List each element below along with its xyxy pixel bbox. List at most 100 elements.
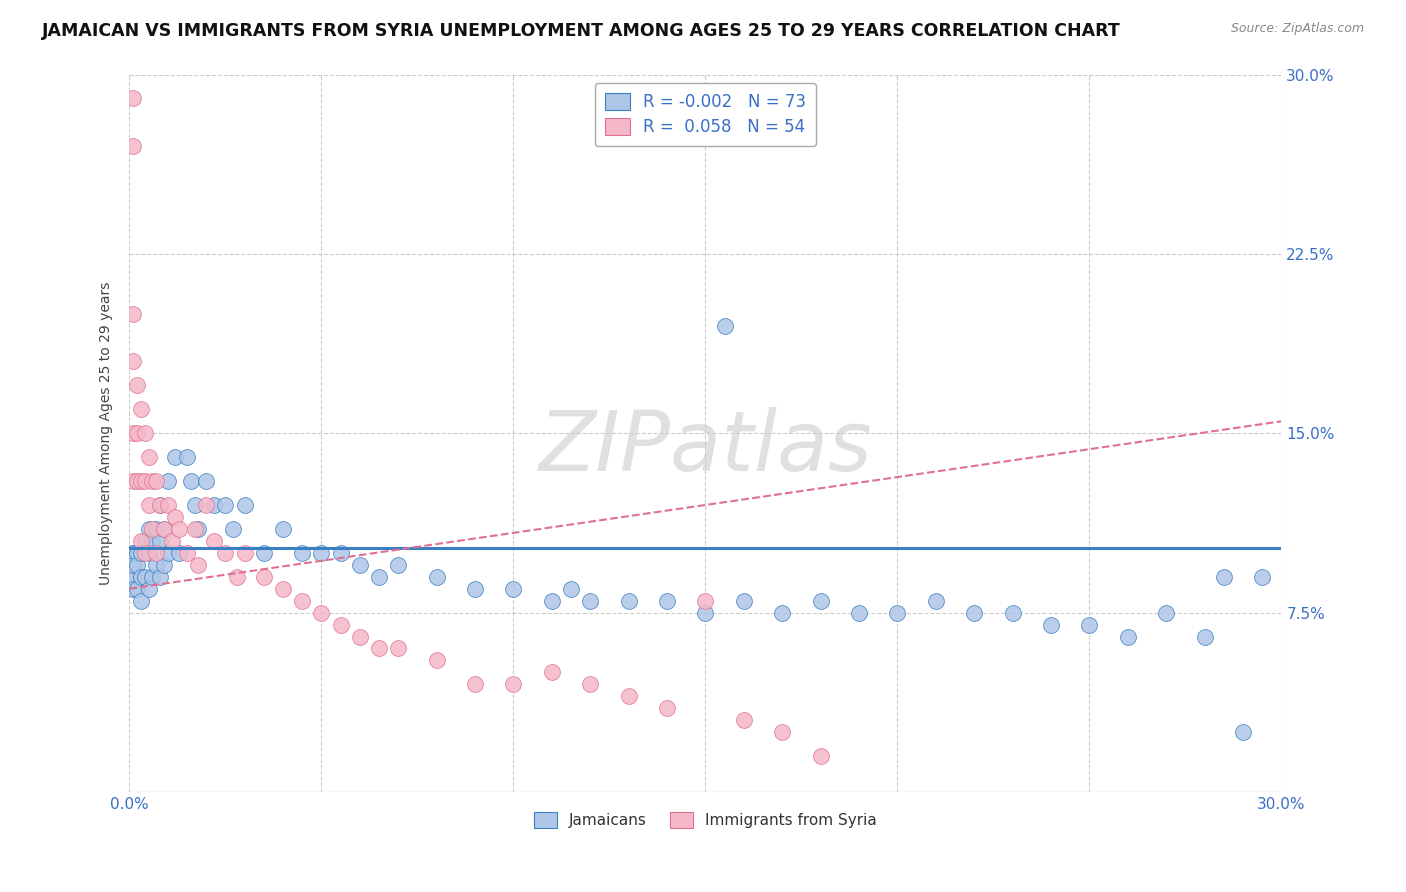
Point: [349, 558, 371, 572]
Point: [733, 593, 755, 607]
Point: [145, 522, 167, 536]
Text: ZIPatlas: ZIPatlas: [538, 407, 872, 488]
Point: [156, 546, 179, 560]
Point: [349, 630, 371, 644]
Point: [810, 749, 832, 764]
Point: [271, 522, 294, 536]
Point: [655, 593, 678, 607]
Point: [464, 677, 486, 691]
Point: [655, 701, 678, 715]
Point: [167, 522, 190, 536]
Point: [122, 426, 145, 441]
Point: [122, 91, 145, 105]
Point: [134, 546, 156, 560]
Point: [165, 510, 187, 524]
Point: [149, 533, 172, 548]
Text: JAMAICAN VS IMMIGRANTS FROM SYRIA UNEMPLOYMENT AMONG AGES 25 TO 29 YEARS CORRELA: JAMAICAN VS IMMIGRANTS FROM SYRIA UNEMPL…: [42, 22, 1121, 40]
Point: [122, 354, 145, 368]
Point: [579, 593, 602, 607]
Point: [125, 426, 148, 441]
Point: [195, 474, 218, 488]
Point: [387, 558, 409, 572]
Point: [1116, 630, 1139, 644]
Point: [187, 522, 209, 536]
Point: [122, 546, 145, 560]
Point: [153, 522, 176, 536]
Point: [125, 378, 148, 392]
Point: [122, 139, 145, 153]
Point: [149, 498, 172, 512]
Point: [233, 546, 256, 560]
Point: [1194, 630, 1216, 644]
Point: [187, 558, 209, 572]
Point: [129, 474, 152, 488]
Point: [165, 450, 187, 465]
Point: [617, 690, 640, 704]
Point: [153, 522, 176, 536]
Point: [1251, 570, 1274, 584]
Point: [1040, 617, 1063, 632]
Point: [502, 582, 524, 596]
Point: [202, 533, 225, 548]
Point: [141, 474, 163, 488]
Point: [368, 570, 391, 584]
Point: [770, 606, 793, 620]
Point: [810, 593, 832, 607]
Point: [1232, 725, 1254, 739]
Point: [125, 474, 148, 488]
Point: [733, 713, 755, 727]
Point: [195, 498, 218, 512]
Point: [153, 558, 176, 572]
Point: [368, 641, 391, 656]
Point: [134, 474, 156, 488]
Point: [145, 558, 167, 572]
Point: [134, 570, 156, 584]
Point: [214, 498, 236, 512]
Point: [253, 570, 276, 584]
Point: [425, 570, 447, 584]
Text: Source: ZipAtlas.com: Source: ZipAtlas.com: [1230, 22, 1364, 36]
Point: [214, 546, 236, 560]
Y-axis label: Unemployment Among Ages 25 to 29 years: Unemployment Among Ages 25 to 29 years: [100, 282, 114, 585]
Point: [122, 582, 145, 596]
Point: [329, 546, 352, 560]
Point: [271, 582, 294, 596]
Point: [425, 653, 447, 667]
Point: [848, 606, 870, 620]
Point: [149, 498, 172, 512]
Point: [695, 593, 717, 607]
Point: [160, 533, 183, 548]
Point: [291, 593, 314, 607]
Point: [129, 546, 152, 560]
Point: [225, 570, 247, 584]
Point: [329, 617, 352, 632]
Point: [134, 533, 156, 548]
Point: [125, 582, 148, 596]
Point: [122, 307, 145, 321]
Point: [183, 498, 205, 512]
Point: [167, 546, 190, 560]
Point: [311, 546, 333, 560]
Point: [138, 498, 160, 512]
Point: [180, 474, 202, 488]
Point: [464, 582, 486, 596]
Point: [138, 582, 160, 596]
Point: [253, 546, 276, 560]
Point: [540, 665, 562, 680]
Point: [122, 570, 145, 584]
Point: [122, 570, 145, 584]
Point: [125, 546, 148, 560]
Point: [134, 426, 156, 441]
Point: [122, 546, 145, 560]
Point: [183, 522, 205, 536]
Point: [138, 522, 160, 536]
Point: [1078, 617, 1101, 632]
Point: [1001, 606, 1024, 620]
Point: [695, 606, 717, 620]
Point: [129, 570, 152, 584]
Point: [202, 498, 225, 512]
Point: [233, 498, 256, 512]
Point: [1212, 570, 1234, 584]
Point: [540, 593, 562, 607]
Point: [713, 318, 735, 333]
